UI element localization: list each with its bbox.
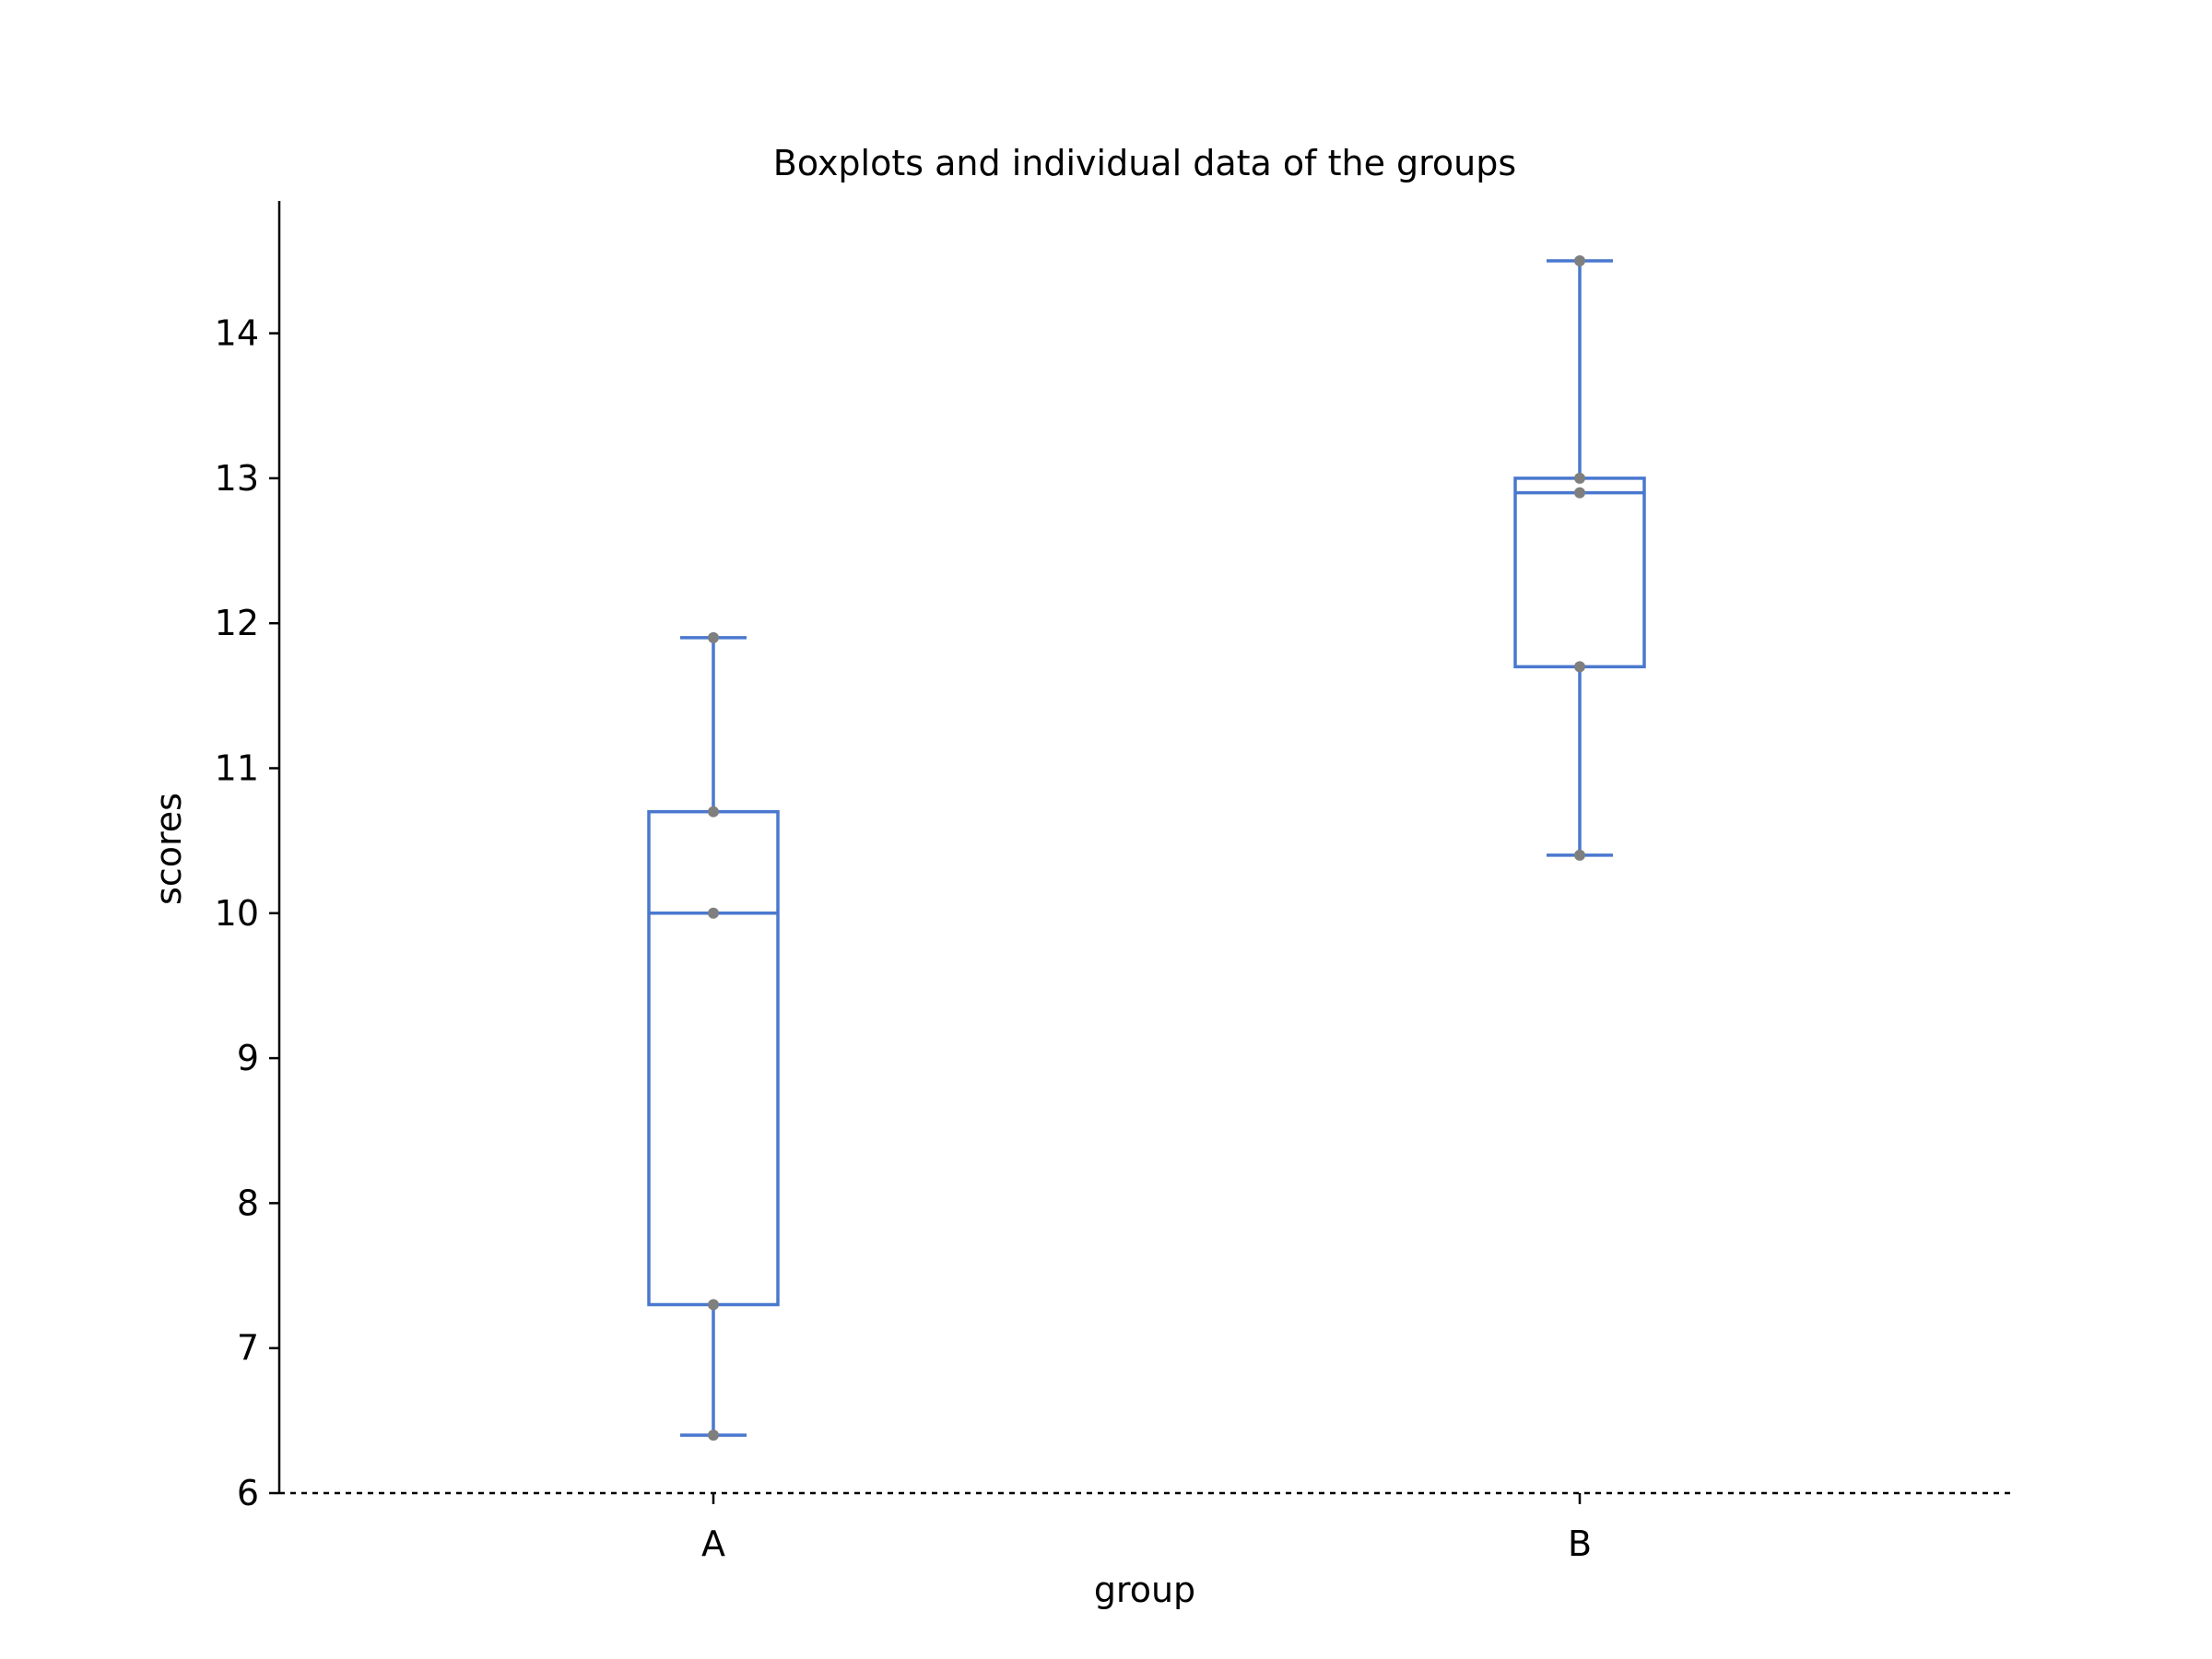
y-tick-label: 7 (237, 1328, 259, 1369)
data-point (1574, 254, 1585, 266)
data-point (1574, 849, 1585, 861)
y-tick-label: 14 (215, 313, 259, 354)
x-axis-label: group (1094, 1570, 1195, 1610)
box (1513, 477, 1646, 669)
y-tick-label: 12 (215, 603, 259, 643)
plot-area (647, 254, 1646, 1441)
y-tick-label: 8 (237, 1182, 259, 1223)
y-axis-label: scores (148, 793, 189, 905)
data-point (1574, 487, 1585, 499)
boxplot-group-b (1513, 254, 1646, 861)
box (647, 809, 780, 1307)
y-axis: 6 7 8 9 10 11 12 13 14 (215, 201, 281, 1513)
boxplot-group-a (647, 631, 780, 1441)
data-point (708, 806, 719, 818)
y-tick-label: 13 (215, 458, 259, 499)
x-tick-label: B (1568, 1524, 1592, 1564)
chart-title: Boxplots and individual data of the grou… (773, 143, 1516, 183)
y-tick-label: 10 (215, 893, 259, 934)
data-point (708, 1299, 719, 1311)
data-point (708, 631, 719, 643)
data-point (1574, 472, 1585, 484)
data-point (708, 907, 719, 919)
data-point (1574, 661, 1585, 673)
y-tick-label: 11 (215, 748, 259, 789)
y-tick-label: 9 (237, 1038, 259, 1078)
data-point (708, 1430, 719, 1441)
y-tick-label: 6 (237, 1473, 259, 1513)
x-tick-label: A (701, 1524, 725, 1564)
